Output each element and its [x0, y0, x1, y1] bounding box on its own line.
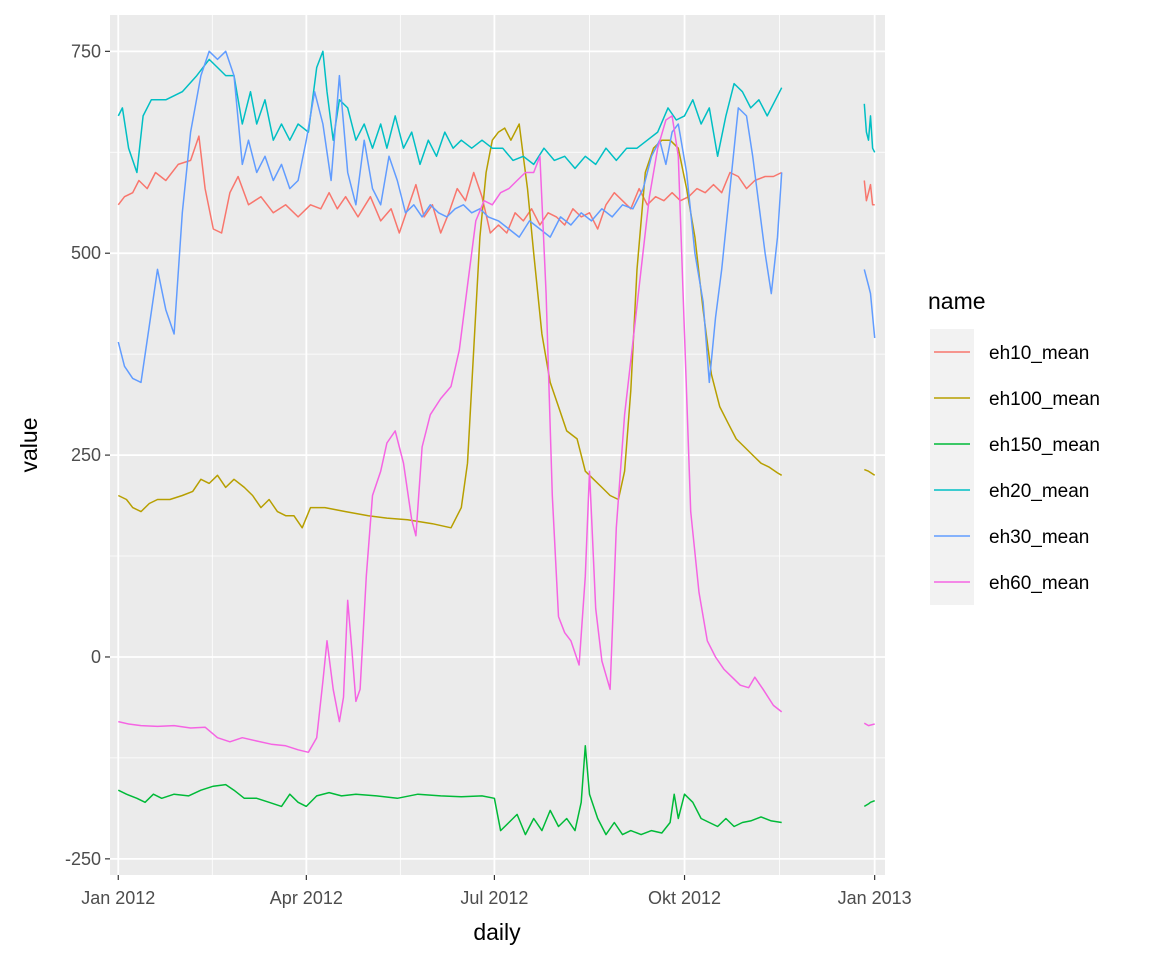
series-line-eh20_mean: [117, 50, 783, 174]
series-line-eh20_mean: [863, 103, 876, 153]
y-tick-label: -250: [65, 849, 101, 869]
x-tick-label: Jan 2013: [838, 888, 912, 908]
legend-label: eh30_mean: [989, 527, 1089, 548]
legend-title: name: [928, 288, 986, 314]
series-line-eh60_mean: [863, 722, 875, 727]
series-line-eh30_mean: [117, 50, 783, 384]
y-tick-label: 250: [71, 445, 101, 465]
legend-label: eh10_mean: [989, 343, 1089, 364]
x-tick-label: Jan 2012: [81, 888, 155, 908]
legend: name eh10_mean eh100_mean eh150_mean eh20_m…: [928, 288, 1100, 605]
x-axis: Jan 2012 Apr 2012 Jul 2012 Okt 2012 Jan 2013: [81, 875, 912, 908]
legend-label: eh100_mean: [989, 389, 1100, 410]
series-line-eh100_mean: [864, 468, 876, 476]
legend-label: eh60_mean: [989, 573, 1089, 594]
grid-minor: [110, 15, 885, 875]
series-line-eh150_mean: [117, 745, 782, 836]
x-tick-label: Jul 2012: [460, 888, 528, 908]
plot-panel: [110, 15, 885, 875]
series-line-eh60_mean: [118, 115, 783, 754]
series-lines: [117, 50, 876, 836]
x-axis-title: daily: [473, 919, 521, 945]
y-tick-label: 0: [91, 647, 101, 667]
y-axis-title: value: [16, 418, 42, 473]
grid-major: [110, 15, 885, 875]
series-line-eh100_mean: [117, 123, 783, 529]
y-tick-label: 500: [71, 243, 101, 263]
legend-label: eh150_mean: [989, 435, 1100, 456]
series-line-eh150_mean: [863, 799, 875, 808]
series-line-eh30_mean: [863, 269, 876, 339]
y-axis: 750 500 250 0 -250: [65, 41, 110, 869]
legend-label: eh20_mean: [989, 481, 1089, 502]
x-tick-label: Apr 2012: [270, 888, 343, 908]
series-line-eh10_mean: [117, 135, 783, 234]
series-line-eh10_mean: [863, 180, 875, 206]
x-tick-label: Okt 2012: [648, 888, 721, 908]
y-tick-label: 750: [71, 41, 101, 61]
legend-items: eh10_mean eh100_mean eh150_mean eh20_meaneh…: [930, 329, 1100, 605]
